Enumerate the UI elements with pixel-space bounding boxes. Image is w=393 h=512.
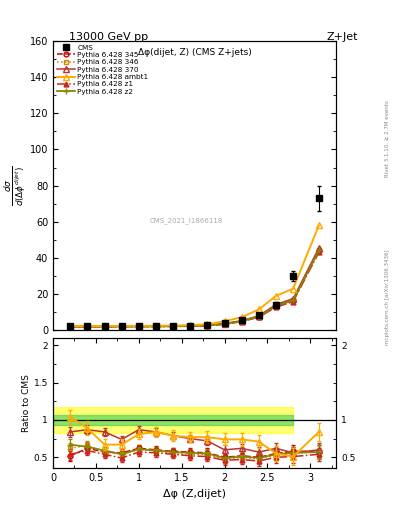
- Text: Rivet 3.1.10, ≥ 2.7M events: Rivet 3.1.10, ≥ 2.7M events: [385, 100, 389, 177]
- Text: mcplots.cern.ch [arXiv:1306.3436]: mcplots.cern.ch [arXiv:1306.3436]: [385, 249, 389, 345]
- Y-axis label: $\frac{d\sigma}{d(\Delta\phi^{dijet})}$: $\frac{d\sigma}{d(\Delta\phi^{dijet})}$: [3, 165, 28, 206]
- Text: 13000 GeV pp: 13000 GeV pp: [69, 32, 148, 42]
- X-axis label: Δφ (Z,dijet): Δφ (Z,dijet): [163, 489, 226, 499]
- Text: CMS_2021_I1866118: CMS_2021_I1866118: [149, 217, 223, 224]
- Legend: CMS, Pythia 6.428 345, Pythia 6.428 346, Pythia 6.428 370, Pythia 6.428 ambt1, P: CMS, Pythia 6.428 345, Pythia 6.428 346,…: [55, 43, 150, 96]
- Text: Z+Jet: Z+Jet: [326, 32, 358, 42]
- Text: Δφ(dijet, Z) (CMS Z+jets): Δφ(dijet, Z) (CMS Z+jets): [138, 48, 252, 57]
- Y-axis label: Ratio to CMS: Ratio to CMS: [22, 374, 31, 432]
